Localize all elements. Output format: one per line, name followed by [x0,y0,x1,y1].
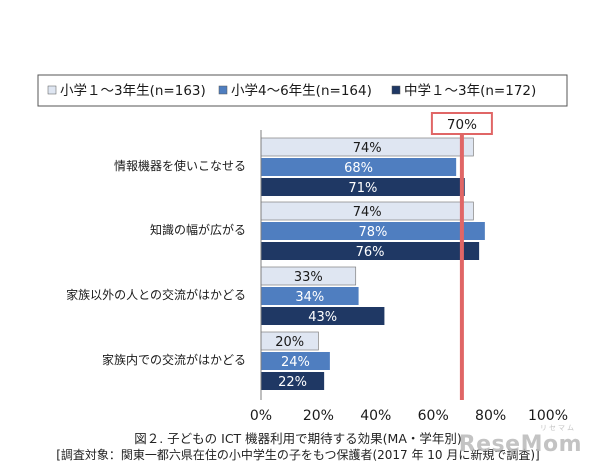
bar-2-2 [261,222,485,240]
legend-swatch-3 [391,85,401,95]
legend-box [37,74,568,107]
value-label-4-3: 22% [278,375,307,390]
x-tick-2: 20% [303,408,334,424]
x-tick-labels: 0% 20% 40% 60% 80% 100% [250,408,568,424]
value-label-2-1: 74% [353,205,382,220]
bar-2-3 [261,242,480,260]
bar-4-2 [261,352,330,370]
value-label-4-2: 24% [281,355,310,370]
reference-line [459,132,464,400]
bar-3-2 [261,287,359,305]
legend-label-3: 中学１～3年(n=172) [404,83,536,99]
reference-line-group: 70% [430,112,493,400]
legend-swatch-1 [47,85,57,95]
value-label-3-3: 43% [308,310,337,325]
legend-label-1: 小学１～3年生(n=163) [60,83,206,99]
value-label-4-1: 20% [275,335,304,350]
bar-1-2 [261,158,457,176]
legend: 小学１～3年生(n=163) 小学4～6年生(n=164) 中学１～3年(n=172… [47,83,536,99]
x-tick-6: 100% [528,408,568,424]
value-label-1-2: 68% [344,161,373,176]
value-label-1-3: 71% [348,181,377,196]
category-label-4: 家族内での交流がはかどる [102,352,246,367]
bar-4-3 [261,372,325,390]
bar-1-3 [261,178,465,196]
value-label-3-2: 34% [295,290,324,305]
legend-swatch-2 [218,85,228,95]
category-label-2: 知識の幅が広がる [150,222,246,237]
reference-label: 70% [447,117,477,133]
value-label-3-1: 33% [294,270,323,285]
legend-label-2: 小学4～6年生(n=164) [231,83,372,99]
value-label-1-1: 74% [353,141,382,156]
value-labels: 74% 68% 71% 74% 78% 76% 33% 34% 43% 20% 24% 22% [275,141,387,390]
x-tick-4: 60% [418,408,449,424]
figure-note: [調査対象：関東一都六県在住の小中学生の子をもつ保護者(2017 年 10 月に… [56,448,540,462]
watermark-text: ReseMom [458,432,582,457]
category-label-1: 情報機器を使いこなせる [114,158,246,173]
x-tick-3: 40% [360,408,391,424]
figure-caption: 図２. 子どもの ICT 機器利用で期待する効果(MA・学年別) [134,431,462,446]
watermark-logo: リセマム ReseMom [458,424,582,457]
watermark-small-text: リセマム [540,424,576,432]
x-tick-5: 80% [475,408,506,424]
value-label-2-2: 78% [358,225,387,240]
value-label-2-3: 76% [356,245,385,260]
x-tick-1: 0% [250,408,272,424]
reference-label-box [430,112,493,135]
bar-3-3 [261,307,385,325]
category-labels: 情報機器を使いこなせる知識の幅が広がる家族以外の人との交流がはかどる家族内での交… [66,158,246,367]
category-label-3: 家族以外の人との交流がはかどる [66,287,246,302]
